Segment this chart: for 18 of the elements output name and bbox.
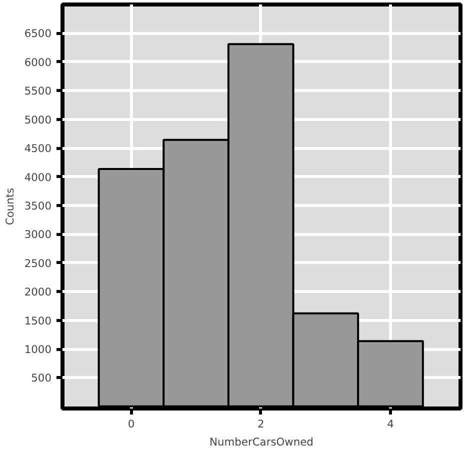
y-tick-label: 2000 — [24, 286, 52, 299]
y-tick-label: 6500 — [24, 27, 52, 40]
y-tick-label: 4500 — [24, 142, 52, 156]
y-axis-title: Counts — [3, 187, 16, 226]
x-axis-title: NumberCarsOwned — [210, 436, 314, 448]
y-tick-label: 500 — [31, 372, 52, 385]
y-tick-label: 5500 — [24, 84, 52, 98]
x-tick-label: 0 — [128, 418, 135, 430]
y-tick-label: 4000 — [24, 170, 52, 184]
y-tick-label: 2500 — [24, 256, 52, 270]
x-tick-label: 2 — [257, 418, 264, 430]
y-tick-label: 3000 — [24, 228, 52, 242]
y-tick-label: 1000 — [24, 343, 52, 356]
y-tick-label: 3500 — [24, 199, 52, 212]
y-tick-label: 1500 — [24, 314, 52, 328]
x-tick-label: 4 — [387, 418, 394, 430]
y-tick-label: 6000 — [24, 56, 52, 69]
y-tick-label: 5000 — [24, 113, 52, 126]
